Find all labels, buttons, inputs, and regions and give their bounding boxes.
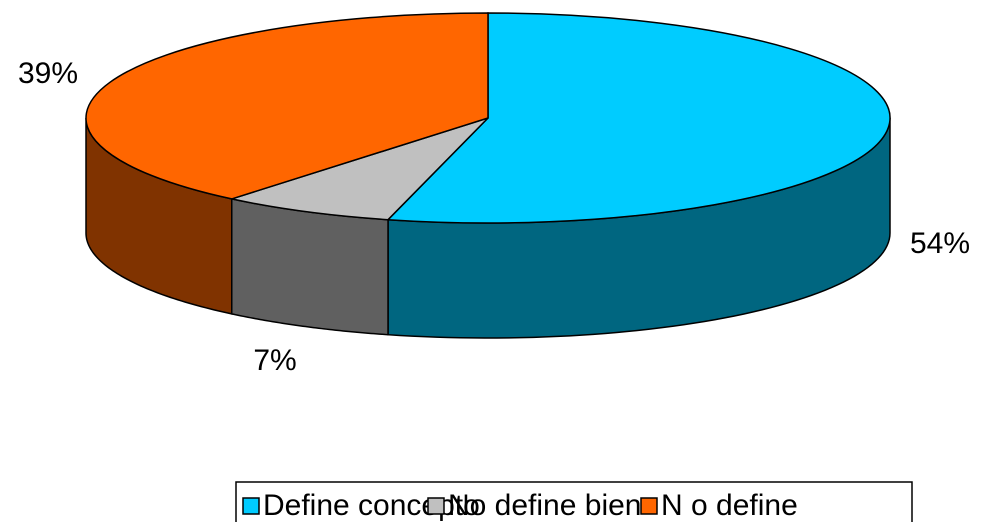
- data-label: 7%: [253, 344, 296, 377]
- legend-label: N o define: [661, 489, 798, 522]
- pie-slice: [386, 12, 891, 224]
- pie-slice: [228, 117, 489, 221]
- pie-sides: [85, 117, 891, 339]
- data-label: 54%: [910, 227, 970, 260]
- pie-slice: [85, 12, 489, 200]
- legend-swatch: [640, 497, 658, 515]
- pie-tops: [85, 12, 891, 224]
- data-label: 39%: [18, 57, 78, 90]
- legend-swatch: [242, 497, 260, 515]
- data-labels: 54% 7% 39%: [18, 57, 970, 377]
- pie-side: [231, 197, 389, 336]
- legend-swatch: [427, 497, 445, 515]
- legend-box: [235, 481, 913, 522]
- legend-label: No define bien: [448, 489, 641, 522]
